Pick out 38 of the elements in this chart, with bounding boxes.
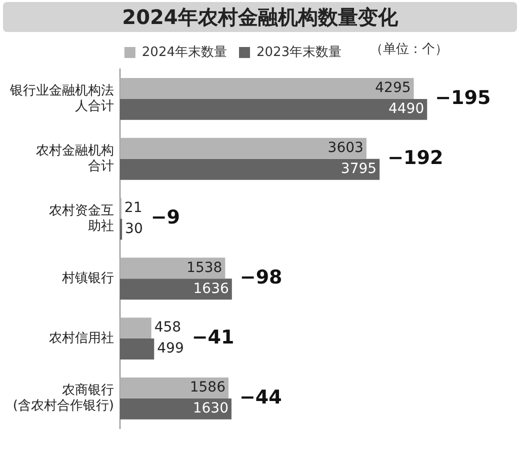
y-tick-label: 农村金融机构合计 (36, 143, 114, 174)
data-label: 21 (124, 200, 142, 216)
data-label: 4295 (375, 80, 411, 96)
y-tick-label: 农商银行(含农村合作银行) (12, 383, 114, 414)
data-label: 30 (125, 220, 143, 237)
annotation: −195 (435, 86, 491, 109)
data-label: 499 (157, 340, 184, 357)
data-label: 458 (154, 320, 182, 336)
legend-label: 2023年末数量 (256, 44, 342, 60)
chart-title: 2024年农村金融机构数量变化 (3, 2, 517, 32)
data-label: 1630 (192, 400, 228, 417)
data-label: 3795 (340, 160, 377, 177)
legend-label: 2024年末数量 (142, 44, 228, 60)
y-tick-label: 农村信用社 (49, 330, 114, 346)
annotation: −98 (240, 266, 282, 289)
text: （单位：个） (370, 41, 448, 58)
bar (120, 278, 232, 300)
bar (120, 78, 414, 99)
data-label: 1538 (186, 260, 222, 276)
annotation: −44 (239, 386, 282, 408)
annotation: −41 (192, 326, 234, 348)
data-label: 3603 (328, 140, 364, 156)
y-tick-label: 村镇银行 (61, 271, 114, 286)
bar (120, 158, 380, 180)
data-label: 1636 (193, 280, 229, 297)
bar (120, 398, 232, 420)
data-label: 4490 (388, 101, 424, 118)
bar (120, 138, 366, 159)
bar (120, 318, 152, 339)
annotation: −9 (150, 206, 180, 229)
bar (120, 258, 226, 279)
data-label: 1586 (190, 380, 226, 396)
bar (120, 377, 228, 398)
annotation: −192 (388, 146, 444, 169)
bar (120, 338, 154, 360)
y-tick-label: 农村资金互助社 (49, 203, 114, 234)
y-tick-label: 银行业金融机构法人合计 (9, 84, 114, 114)
bar (120, 98, 428, 120)
